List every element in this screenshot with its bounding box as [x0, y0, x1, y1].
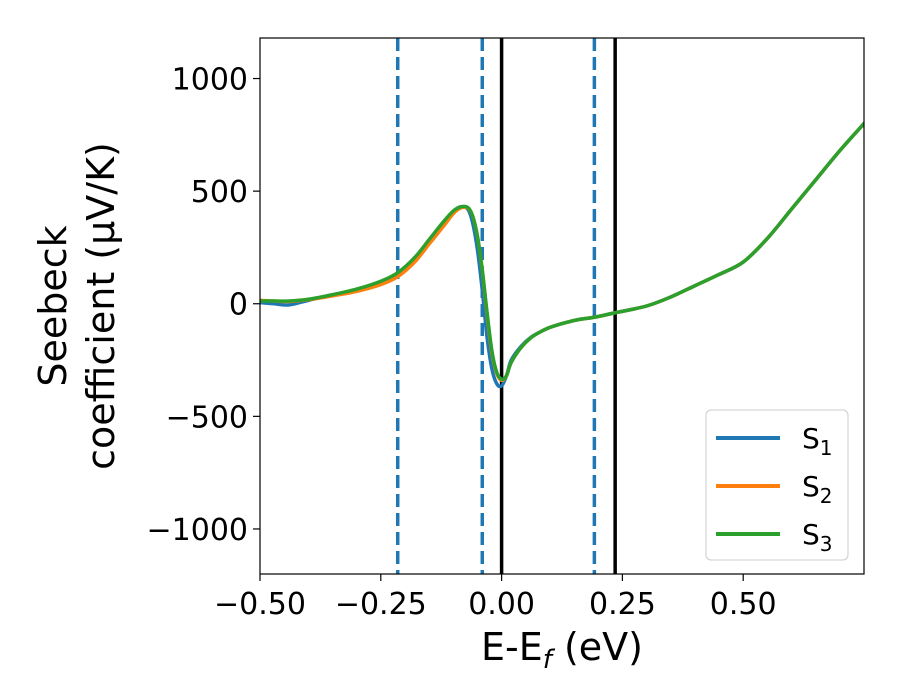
x-tick-label: 0.00	[468, 587, 535, 622]
x-axis-label-unit: (eV)	[552, 625, 643, 669]
legend-label-main: S	[802, 422, 820, 455]
x-tick-label: −0.25	[335, 587, 427, 622]
y-axis-ticks: 1000 500 0 −500 −1000	[147, 63, 260, 548]
legend-label-sub: 2	[820, 484, 833, 508]
x-axis-ticks: −0.50 −0.25 0.00 0.25 0.50	[214, 574, 777, 622]
legend-label-main: S	[802, 518, 820, 551]
x-tick-label: 0.25	[589, 587, 656, 622]
x-axis-label-main: E-E	[481, 625, 543, 669]
legend-label-s1: S1	[802, 422, 833, 460]
y-tick-label: 500	[191, 175, 248, 210]
x-tick-label: 0.50	[710, 587, 777, 622]
series-lines	[260, 121, 864, 389]
x-axis-label: E-Ef (eV)	[481, 625, 643, 675]
y-axis-label-line1: Seebeck	[31, 225, 75, 386]
legend-label-sub: 1	[820, 436, 833, 460]
legend-label-s3: S3	[802, 518, 833, 556]
legend-label-s2: S2	[802, 470, 833, 508]
plot-frame	[259, 37, 865, 575]
y-tick-label: −500	[166, 400, 248, 435]
y-tick-label: 0	[229, 288, 248, 323]
legend-label-main: S	[802, 470, 820, 503]
y-axis-label-line2: coefficient (μV/K)	[79, 142, 123, 470]
x-tick-label: −0.50	[214, 587, 306, 622]
y-tick-label: −1000	[147, 513, 248, 548]
legend-label-sub: 3	[820, 532, 833, 556]
series-line-s3	[260, 121, 864, 382]
y-tick-label: 1000	[172, 63, 248, 98]
